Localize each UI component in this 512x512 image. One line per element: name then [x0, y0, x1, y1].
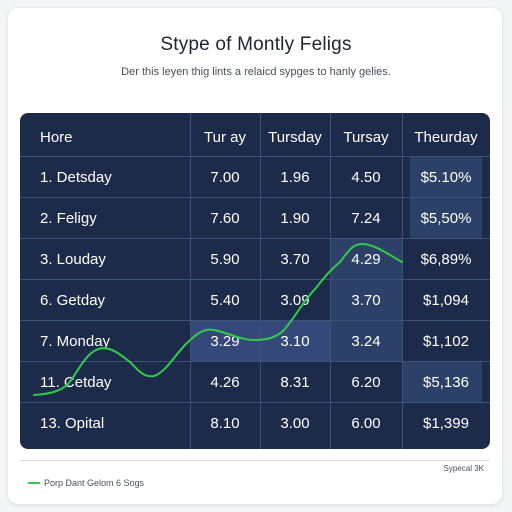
cell-value: 1.90	[280, 210, 310, 227]
cell-value: $1,102	[423, 333, 469, 350]
cell-value: $1,399	[423, 415, 469, 432]
column-header[interactable]: Tursday	[268, 128, 322, 146]
highlight-cell	[410, 156, 482, 197]
highlight-cell	[410, 197, 482, 238]
cell-value: $6,89%	[420, 251, 472, 268]
footer-divider	[20, 460, 490, 461]
cell-value: 6.20	[351, 374, 381, 391]
cell-value: 5.40	[210, 292, 240, 309]
row-label: 6. Getday	[40, 292, 106, 309]
row-label: 13. Opital	[40, 415, 105, 432]
cell-value: 7.60	[210, 210, 240, 227]
highlight-cell	[402, 361, 482, 402]
cell-value: 3.09	[280, 292, 310, 309]
cell-value: 3.70	[351, 292, 381, 309]
row-label: 7. Monday	[40, 333, 111, 350]
cell-value: 8.10	[210, 415, 240, 432]
cell-value: $5.10%	[420, 169, 472, 186]
cell-value: 5.90	[210, 251, 240, 268]
cell-value: 1.96	[280, 169, 310, 186]
column-header[interactable]: Tursay	[343, 128, 389, 146]
cell-value: 3.70	[280, 251, 310, 268]
cell-value: 4.26	[210, 374, 240, 391]
row-label: 11. Cetday	[40, 374, 112, 391]
cell-value: $5,50%	[420, 210, 472, 227]
cell-value: 6.00	[351, 415, 381, 432]
column-header[interactable]: Theurday	[414, 128, 478, 146]
page-title: Stype of Montly Feligs	[160, 34, 352, 55]
data-table: Hore Tur ay Tursday Tursay Theurday 1. D…	[20, 113, 490, 449]
legend: Porp Dant Gelom 6 Sogs	[28, 478, 144, 488]
cell-value: 3.10	[280, 333, 310, 350]
row-label: 3. Louday	[40, 251, 106, 268]
row-label: 1. Detsday	[40, 169, 112, 186]
cell-value: 3.00	[280, 415, 310, 432]
cell-value: $1,094	[423, 292, 469, 309]
cell-value: 3.24	[351, 333, 381, 350]
legend-swatch	[28, 482, 40, 484]
legend-label: Porp Dant Gelom 6 Sogs	[44, 478, 145, 488]
column-header[interactable]: Tur ay	[204, 128, 246, 146]
row-label: 2. Feligy	[40, 210, 97, 227]
column-header[interactable]: Hore	[40, 128, 73, 146]
cell-value: 4.50	[351, 169, 381, 186]
corner-note: Sypecal 3K	[443, 464, 484, 473]
cell-value: 3.29	[210, 333, 240, 350]
cell-value: $5,136	[423, 374, 469, 391]
cell-value: 8.31	[280, 374, 310, 391]
cell-value: 7.00	[210, 169, 240, 186]
cell-value: 4.29	[351, 251, 381, 268]
page-subtitle: Der this leyen thig lints a relaicd sypg…	[121, 66, 391, 78]
cell-value: 7.24	[351, 210, 381, 227]
